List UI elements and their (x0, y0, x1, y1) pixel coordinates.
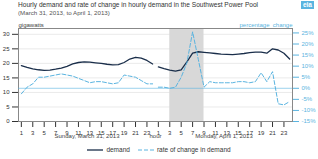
svg-text:5: 5 (180, 130, 184, 136)
svg-text:10: 10 (3, 89, 10, 95)
html-text:(March 31, 2013, to April 1, 2: (March 31, 2013, to April 1, 2013) (18, 9, 110, 16)
svg-text:-5%: -5% (302, 96, 313, 102)
svg-text:19: 19 (258, 130, 265, 136)
svg-text:1: 1 (20, 130, 24, 136)
svg-text:15%: 15% (302, 52, 315, 58)
svg-text:20%: 20% (302, 41, 315, 47)
html-text:demand: demand (106, 146, 130, 153)
svg-text:0%: 0% (302, 85, 311, 91)
svg-text:Sunday, March 31, 2013: Sunday, March 31, 2013 (55, 133, 121, 139)
html-text:Hourly demand and rate of chan: Hourly demand and rate of change in hour… (18, 1, 259, 8)
svg-text:5: 5 (6, 104, 10, 110)
svg-text:5: 5 (43, 130, 47, 136)
svg-text:30: 30 (3, 31, 10, 37)
svg-text:5%: 5% (302, 74, 311, 80)
svg-text:gigawatts: gigawatts (19, 22, 44, 28)
svg-text:23: 23 (281, 130, 288, 136)
svg-text:25: 25 (3, 46, 10, 52)
svg-text:-10%: -10% (302, 107, 317, 113)
svg-text:3: 3 (31, 130, 35, 136)
html-text:eia: eia (303, 0, 312, 8)
svg-text:20: 20 (3, 60, 10, 66)
svg-text:percentage change: percentage change (239, 22, 293, 28)
svg-text:15: 15 (3, 75, 10, 81)
svg-text:hour: hour (149, 133, 161, 139)
svg-text:21: 21 (269, 130, 276, 136)
svg-text:Monday, April 1, 2013: Monday, April 1, 2013 (195, 133, 253, 139)
svg-text:23: 23 (143, 129, 151, 136)
html-text:rate of change in demand: rate of change in demand (156, 146, 231, 153)
svg-text:7: 7 (190, 129, 195, 136)
svg-text:3: 3 (168, 130, 172, 136)
svg-text:21: 21 (132, 130, 139, 136)
svg-text:19: 19 (121, 130, 128, 136)
svg-text:10%: 10% (302, 63, 315, 69)
svg-text:25%: 25% (302, 30, 315, 36)
svg-text:-15%: -15% (302, 118, 317, 124)
svg-text:0: 0 (6, 118, 10, 124)
